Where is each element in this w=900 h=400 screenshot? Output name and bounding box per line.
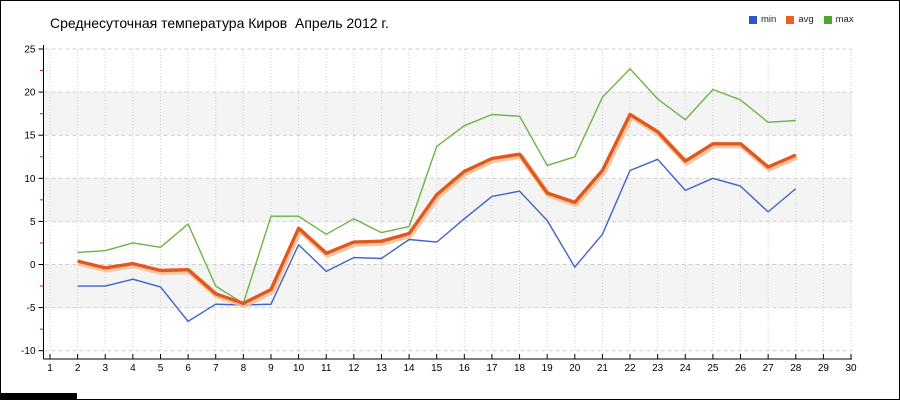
max-series-swatch-icon: [823, 15, 832, 24]
x-tick-label: 4: [130, 363, 136, 374]
y-tick-label: 10: [24, 174, 36, 185]
x-tick-label: 28: [790, 363, 802, 374]
x-tick-label: 11: [321, 363, 332, 374]
x-tick-label: 21: [597, 363, 609, 374]
x-tick-label: 26: [735, 363, 747, 374]
y-tick-label: 20: [24, 88, 36, 99]
x-tick-label: 13: [376, 363, 388, 374]
x-tick-label: 14: [404, 363, 416, 374]
x-tick-label: 25: [707, 363, 719, 374]
legend-item-max: max: [823, 14, 854, 25]
legend: min avg max: [749, 14, 854, 25]
avg-series-line: [77, 112, 797, 305]
max-series-line: [77, 68, 796, 304]
legend-item-avg: avg: [786, 14, 814, 25]
x-tick-label: 23: [652, 363, 664, 374]
min-series-swatch-icon: [749, 15, 757, 24]
y-tick-label: -5: [27, 303, 36, 314]
x-tick-label: 24: [680, 363, 692, 374]
legend-label-avg: avg: [798, 14, 814, 25]
x-tick-label: 27: [763, 363, 775, 374]
avg-series-swatch-icon: [786, 15, 795, 24]
legend-label-min: min: [761, 14, 777, 25]
x-tick-label: 1: [47, 363, 53, 374]
x-tick-label: 6: [185, 363, 191, 374]
y-tick-label: -10: [21, 346, 36, 357]
x-tick-label: 30: [845, 363, 857, 374]
y-tick-label: 5: [30, 217, 36, 228]
x-tick-label: 9: [268, 363, 274, 374]
x-tick-label: 10: [293, 363, 305, 374]
x-tick-label: 2: [75, 363, 81, 374]
x-tick-label: 8: [241, 363, 247, 374]
legend-item-min: min: [749, 14, 776, 25]
x-tick-label: 16: [459, 363, 471, 374]
x-tick-label: 12: [348, 363, 360, 374]
x-tick-label: 17: [486, 363, 498, 374]
scrollbar-remnant[interactable]: [1, 393, 77, 399]
x-tick-label: 3: [102, 363, 108, 374]
x-tick-label: 20: [569, 363, 581, 374]
x-tick-label: 15: [431, 363, 443, 374]
x-tick-label: 7: [213, 363, 219, 374]
x-tick-label: 18: [514, 363, 526, 374]
y-tick-label: 0: [30, 260, 36, 271]
x-tick-label: 5: [158, 363, 164, 374]
y-tick-label: 15: [24, 131, 36, 142]
x-tick-label: 29: [818, 363, 830, 374]
x-tick-label: 19: [542, 363, 554, 374]
y-tick-label: 25: [24, 45, 36, 56]
plot-band: [44, 92, 852, 136]
chart-title: Среднесуточная температура Киров Апрель …: [50, 15, 389, 31]
min-series-line: [77, 158, 797, 323]
x-tick-label: 22: [624, 363, 636, 374]
legend-label-max: max: [835, 14, 854, 25]
